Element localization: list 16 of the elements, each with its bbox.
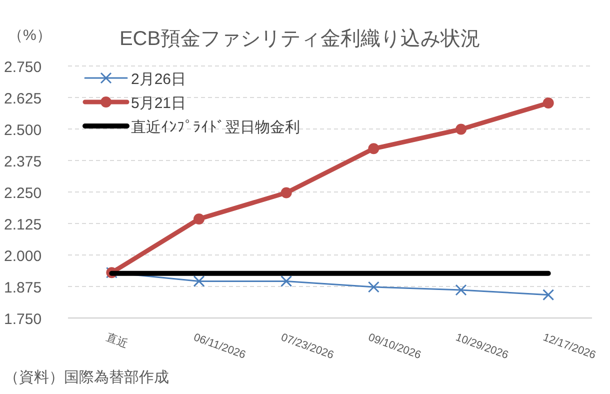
- y-tick-label: 2.500: [4, 122, 42, 139]
- y-tick-label: 1.875: [4, 280, 42, 296]
- y-axis-title: （%）: [8, 27, 52, 44]
- legend-label: 直近ｲﾝﾌﾟﾗｲﾄﾞ翌日物金利: [131, 119, 300, 136]
- y-tick-label: 2.125: [4, 216, 42, 234]
- y-tick-label: 2.625: [4, 90, 42, 108]
- y-tick-label: 2.250: [4, 185, 42, 202]
- y-tick-label: 2.000: [4, 248, 42, 265]
- text: （資料）国際為替部作成: [4, 369, 169, 386]
- legend-label: 5月21日: [131, 95, 186, 112]
- legend-label: 2月26日: [131, 71, 186, 88]
- x-tick-label: 直近: [104, 330, 130, 350]
- y-tick-label: 2.750: [4, 59, 42, 76]
- chart-title: ECB預金ファシリティ金利織り込み状況: [119, 28, 481, 50]
- y-tick-label: 2.375: [4, 154, 42, 170]
- y-tick-label: 1.750: [4, 311, 42, 328]
